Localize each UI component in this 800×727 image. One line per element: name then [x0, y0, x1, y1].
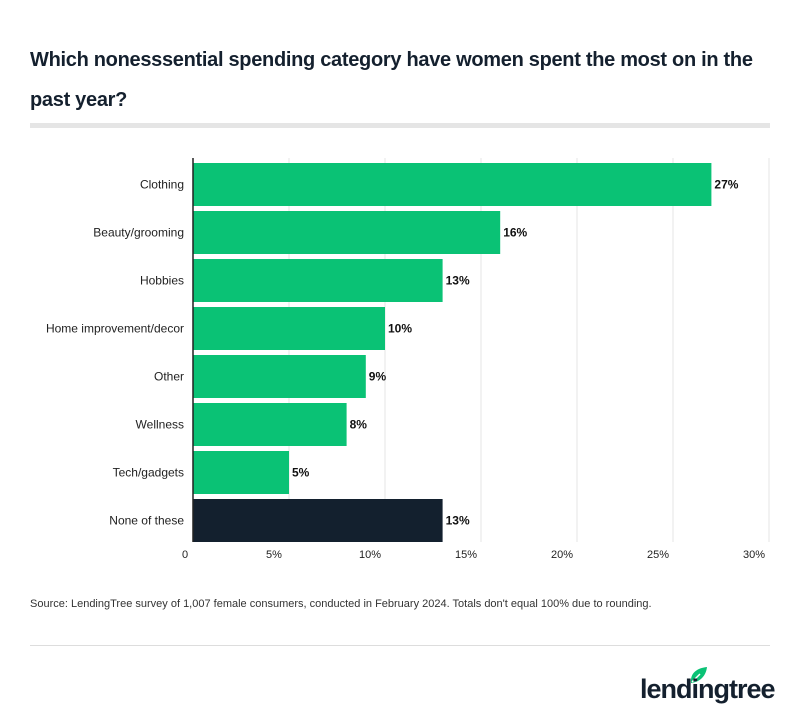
category-label: Tech/gadgets [113, 466, 184, 480]
source-note: Source: LendingTree survey of 1,007 fema… [30, 598, 652, 610]
data-label: 10% [388, 322, 412, 336]
chart-title: Which nonesssential spending category ha… [30, 49, 753, 111]
data-label: 9% [369, 370, 387, 384]
bar [193, 163, 712, 206]
logo-text: lendingtree [640, 674, 776, 704]
footer-divider [30, 645, 770, 646]
category-label: Home improvement/decor [46, 322, 184, 336]
category-label: Beauty/grooming [93, 226, 184, 240]
bar [193, 259, 443, 302]
bar [193, 403, 347, 446]
x-tick-label: 10% [359, 549, 381, 561]
bar [193, 211, 501, 254]
bar [193, 451, 289, 494]
x-tick-label: 20% [551, 549, 573, 561]
data-label: 13% [446, 514, 470, 528]
data-label: 5% [292, 466, 310, 480]
data-label: 13% [446, 274, 470, 288]
lendingtree-logo: lendingtree [640, 666, 776, 706]
category-label: Other [154, 370, 184, 384]
category-label: Clothing [140, 178, 184, 192]
bar [193, 499, 443, 542]
category-label: Wellness [136, 418, 184, 432]
data-label: 27% [714, 178, 738, 192]
x-tick-label: 15% [455, 549, 477, 561]
x-tick-label: 30% [743, 549, 765, 561]
bar [193, 355, 366, 398]
leaf-icon [690, 667, 707, 683]
title-divider [30, 123, 770, 128]
x-tick-label: 5% [266, 549, 282, 561]
category-label: Hobbies [140, 274, 184, 288]
bar-chart: 0 5% 10% 15% 20% 25% 30% Clothing 27% Beauty/groo… [46, 158, 770, 561]
x-tick-label: 25% [647, 549, 669, 561]
bar [193, 307, 385, 350]
data-label: 16% [503, 226, 527, 240]
x-tick-label: 0 [182, 549, 188, 561]
data-label: 8% [350, 418, 368, 432]
category-label: None of these [109, 514, 184, 528]
